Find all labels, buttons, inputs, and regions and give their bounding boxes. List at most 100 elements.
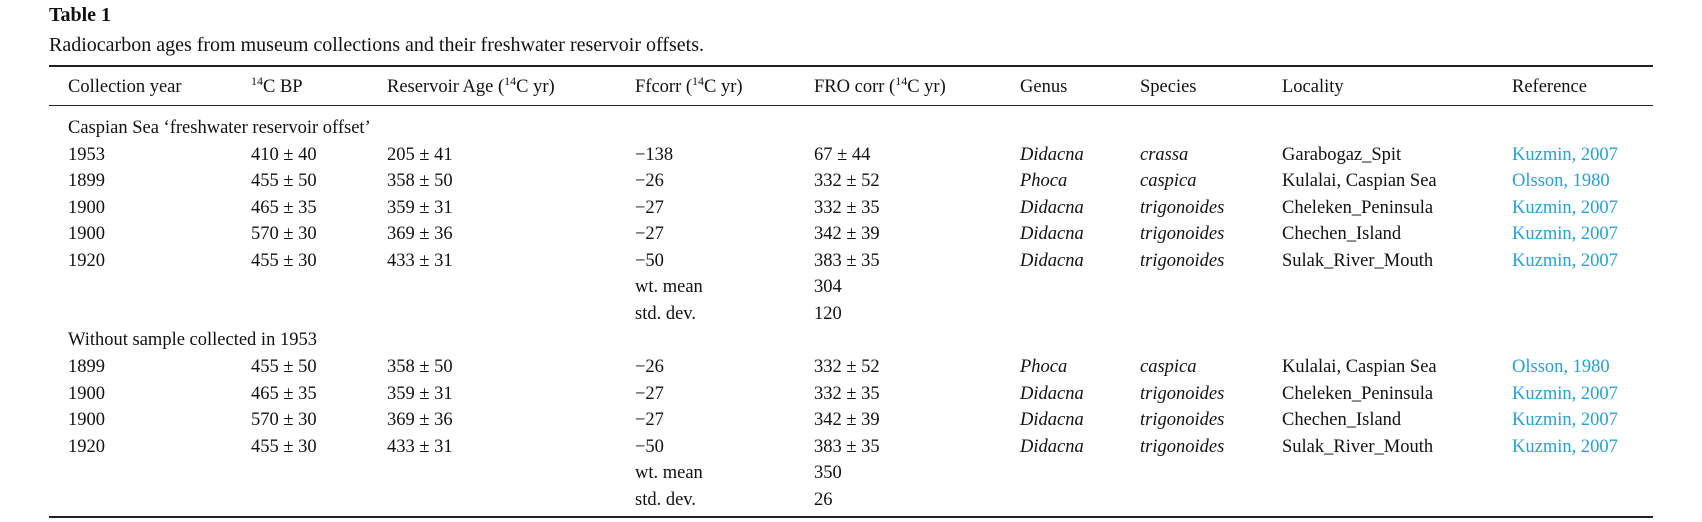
table-cell: 1899	[68, 171, 105, 192]
header-superscript: 14	[504, 74, 517, 88]
reference-link[interactable]: Kuzmin, 2007	[1512, 224, 1618, 245]
header-superscript: 14	[895, 74, 908, 88]
summary-value: 350	[814, 463, 842, 484]
table-cell: −50	[635, 436, 664, 457]
table-cell: −27	[635, 224, 664, 245]
header-superscript: 14	[692, 74, 705, 88]
header-text: C yr)	[907, 77, 946, 97]
column-header: Species	[1140, 76, 1197, 98]
section-title: Caspian Sea ‘freshwater reservoir offset…	[68, 118, 371, 138]
table-cell: Didacna	[1020, 144, 1084, 165]
table-cell: 433 ± 31	[387, 250, 453, 271]
table-cell: caspica	[1140, 171, 1197, 192]
header-text: C yr)	[704, 77, 743, 97]
header-text: Locality	[1282, 77, 1344, 97]
table-cell: 570 ± 30	[251, 410, 317, 431]
summary-label: wt. mean	[635, 463, 703, 484]
table-cell: Sulak_River_Mouth	[1282, 436, 1434, 457]
table-cell: 1900	[68, 383, 105, 404]
header-text: FRO corr (	[814, 77, 896, 97]
table-cell: Phoca	[1020, 356, 1068, 377]
table-cell: Didacna	[1020, 383, 1084, 404]
table-cell: Cheleken_Peninsula	[1282, 383, 1434, 404]
table-cell: 332 ± 35	[814, 197, 880, 218]
header-superscript: 14	[251, 74, 263, 88]
table-cell: 332 ± 52	[814, 356, 880, 377]
top-rule	[49, 65, 1653, 67]
table-cell: trigonoides	[1140, 197, 1225, 218]
header-rule	[49, 105, 1653, 106]
table-cell: 332 ± 52	[814, 171, 880, 192]
table-cell: 1900	[68, 410, 105, 431]
reference-link[interactable]: Kuzmin, 2007	[1512, 410, 1618, 431]
table-cell: −27	[635, 410, 664, 431]
header-text: Reservoir Age (	[387, 77, 505, 97]
table-cell: Didacna	[1020, 224, 1084, 245]
table-title: Table 1	[49, 4, 112, 26]
table-cell: trigonoides	[1140, 250, 1225, 271]
header-text: Ffcorr (	[635, 77, 693, 97]
table-cell: Phoca	[1020, 171, 1068, 192]
table-cell: 1920	[68, 436, 105, 457]
table-cell: trigonoides	[1140, 383, 1225, 404]
reference-link[interactable]: Kuzmin, 2007	[1512, 383, 1618, 404]
table-cell: trigonoides	[1140, 410, 1225, 431]
column-header: Collection year	[68, 76, 182, 98]
table-cell: Chechen_Island	[1282, 224, 1402, 245]
table-cell: Kulalai, Caspian Sea	[1282, 356, 1437, 377]
table-cell: crassa	[1140, 144, 1189, 165]
table-cell: Garabogaz_Spit	[1282, 144, 1402, 165]
table-caption: Radiocarbon ages from museum collections…	[49, 34, 704, 56]
reference-link[interactable]: Kuzmin, 2007	[1512, 197, 1618, 218]
column-header: Genus	[1020, 76, 1067, 98]
column-header: Ffcorr (14C yr)	[635, 74, 743, 98]
reference-link[interactable]: Kuzmin, 2007	[1512, 250, 1618, 271]
table-cell: −26	[635, 356, 664, 377]
table-cell: Didacna	[1020, 410, 1084, 431]
table-cell: Sulak_River_Mouth	[1282, 250, 1434, 271]
table-cell: 1900	[68, 224, 105, 245]
table-cell: 1953	[68, 144, 105, 165]
table-cell: −50	[635, 250, 664, 271]
table-cell: trigonoides	[1140, 224, 1225, 245]
table-cell: −27	[635, 383, 664, 404]
header-text: Reference	[1512, 77, 1587, 97]
table-cell: 1900	[68, 197, 105, 218]
table-cell: 205 ± 41	[387, 144, 453, 165]
reference-link[interactable]: Kuzmin, 2007	[1512, 436, 1618, 457]
column-header: Locality	[1282, 76, 1344, 98]
table-cell: 433 ± 31	[387, 436, 453, 457]
summary-value: 26	[814, 489, 833, 510]
table-cell: 465 ± 35	[251, 197, 317, 218]
table-cell: 383 ± 35	[814, 436, 880, 457]
table-cell: 465 ± 35	[251, 383, 317, 404]
table-cell: 342 ± 39	[814, 224, 880, 245]
header-text: Genus	[1020, 77, 1068, 97]
table-cell: 359 ± 31	[387, 197, 453, 218]
reference-link[interactable]: Olsson, 1980	[1512, 356, 1610, 377]
table-cell: 358 ± 50	[387, 171, 453, 192]
table-cell: −26	[635, 171, 664, 192]
table-cell: Cheleken_Peninsula	[1282, 197, 1434, 218]
table-cell: Chechen_Island	[1282, 410, 1402, 431]
table-cell: 359 ± 31	[387, 383, 453, 404]
reference-link[interactable]: Kuzmin, 2007	[1512, 144, 1618, 165]
table-cell: Didacna	[1020, 436, 1084, 457]
table-cell: caspica	[1140, 356, 1197, 377]
reference-link[interactable]: Olsson, 1980	[1512, 171, 1610, 192]
table-cell: 369 ± 36	[387, 224, 453, 245]
header-text: C BP	[263, 77, 303, 97]
table-cell: 455 ± 30	[251, 250, 317, 271]
summary-value: 304	[814, 277, 842, 298]
table-cell: Kulalai, Caspian Sea	[1282, 171, 1437, 192]
section-title: Without sample collected in 1953	[68, 330, 317, 351]
table-cell: 455 ± 50	[251, 171, 317, 192]
table-cell: 455 ± 30	[251, 436, 317, 457]
summary-label: wt. mean	[635, 277, 703, 298]
column-header: Reservoir Age (14C yr)	[387, 74, 555, 98]
table-cell: −27	[635, 197, 664, 218]
column-header: FRO corr (14C yr)	[814, 74, 946, 98]
column-header: 14C BP	[251, 74, 303, 98]
